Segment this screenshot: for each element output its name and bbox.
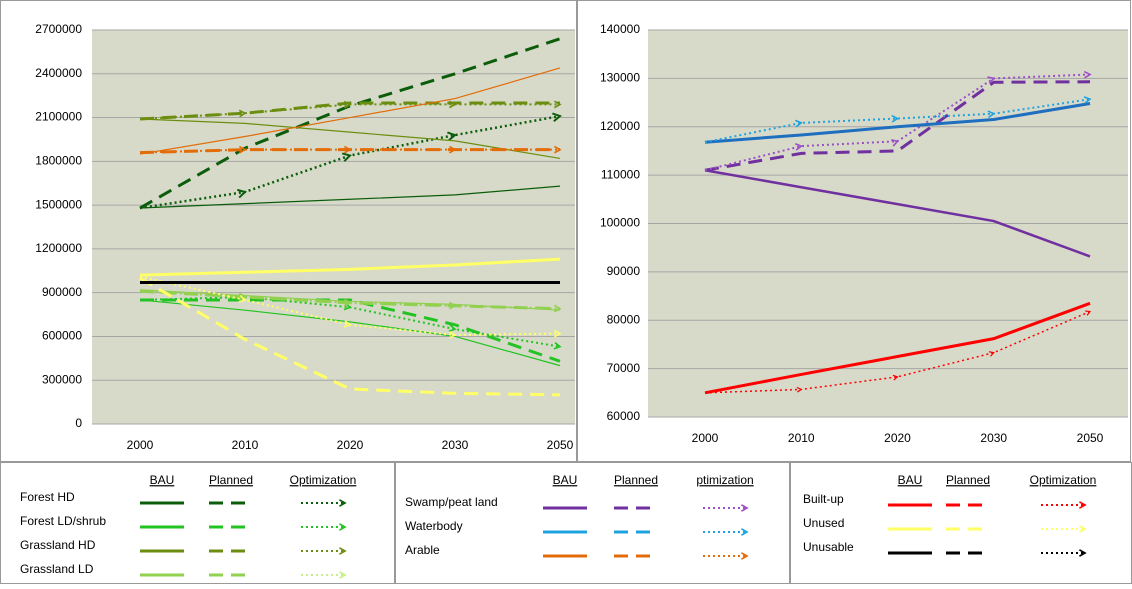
x-tick-label: 2050 bbox=[1077, 431, 1104, 445]
series-line bbox=[139, 145, 562, 154]
legend-label: Forest HD bbox=[20, 490, 75, 504]
y-tick-label: 60000 bbox=[607, 409, 641, 423]
left-plot-area bbox=[92, 30, 575, 424]
legend-label: Unused bbox=[803, 516, 844, 530]
legend-header: Optimization bbox=[290, 473, 357, 487]
x-tick-label: 2050 bbox=[547, 438, 574, 452]
legend-box bbox=[395, 462, 790, 584]
series-line bbox=[139, 67, 561, 155]
y-tick-label: 110000 bbox=[601, 167, 640, 181]
legend-label: Unusable bbox=[803, 540, 854, 554]
legend-header: Planned bbox=[209, 473, 253, 487]
legend-box bbox=[0, 462, 395, 584]
series-line bbox=[704, 70, 1092, 172]
x-tick-label: 2000 bbox=[127, 438, 154, 452]
y-tick-label: 1800000 bbox=[35, 154, 82, 168]
legend-label: Grassland HD bbox=[20, 538, 96, 552]
x-tick-label: 2020 bbox=[337, 438, 364, 452]
series-line bbox=[139, 257, 561, 277]
legend-header: Planned bbox=[614, 473, 658, 487]
series-line bbox=[704, 96, 1092, 144]
y-tick-label: 300000 bbox=[42, 372, 82, 386]
x-tick-label: 2030 bbox=[980, 431, 1007, 445]
legend-header: Optimization bbox=[1030, 473, 1097, 487]
x-tick-label: 2010 bbox=[788, 431, 815, 445]
y-tick-label: 600000 bbox=[42, 329, 82, 343]
y-tick-label: 70000 bbox=[607, 361, 641, 375]
y-tick-label: 140000 bbox=[600, 22, 640, 36]
series-line bbox=[139, 275, 562, 339]
x-tick-label: 2010 bbox=[232, 438, 259, 452]
legend-label: Forest LD/shrub bbox=[20, 514, 106, 528]
series-line bbox=[139, 112, 562, 210]
y-tick-label: 900000 bbox=[42, 285, 82, 299]
y-tick-label: 90000 bbox=[607, 264, 641, 278]
series-line bbox=[139, 276, 561, 397]
legend-header: BAU bbox=[150, 473, 175, 487]
legend-label: Arable bbox=[405, 543, 440, 557]
x-tick-label: 2030 bbox=[442, 438, 469, 452]
y-tick-label: 1500000 bbox=[35, 197, 82, 211]
y-tick-label: 2700000 bbox=[35, 22, 82, 36]
legend-header: ptimization bbox=[696, 473, 753, 487]
y-tick-label: 0 bbox=[75, 416, 82, 430]
x-tick-label: 2020 bbox=[884, 431, 911, 445]
legend-label: Grassland LD bbox=[20, 562, 94, 576]
legend-label: Waterbody bbox=[405, 519, 463, 533]
y-tick-label: 2400000 bbox=[35, 66, 82, 80]
y-tick-label: 100000 bbox=[600, 216, 640, 230]
y-tick-label: 1200000 bbox=[35, 241, 82, 255]
series-line bbox=[139, 100, 562, 121]
y-tick-label: 2100000 bbox=[35, 110, 82, 124]
legend-header: BAU bbox=[898, 473, 923, 487]
legend-label: Built-up bbox=[803, 492, 844, 506]
legend-label: Swamp/peat land bbox=[405, 495, 498, 509]
x-tick-label: 2000 bbox=[692, 431, 719, 445]
series-line bbox=[139, 37, 561, 210]
y-tick-label: 130000 bbox=[600, 71, 640, 85]
legend-header: Planned bbox=[946, 473, 990, 487]
legend-header: BAU bbox=[553, 473, 578, 487]
y-tick-label: 80000 bbox=[607, 312, 641, 326]
y-tick-label: 120000 bbox=[600, 119, 640, 133]
series-line bbox=[704, 169, 1091, 258]
